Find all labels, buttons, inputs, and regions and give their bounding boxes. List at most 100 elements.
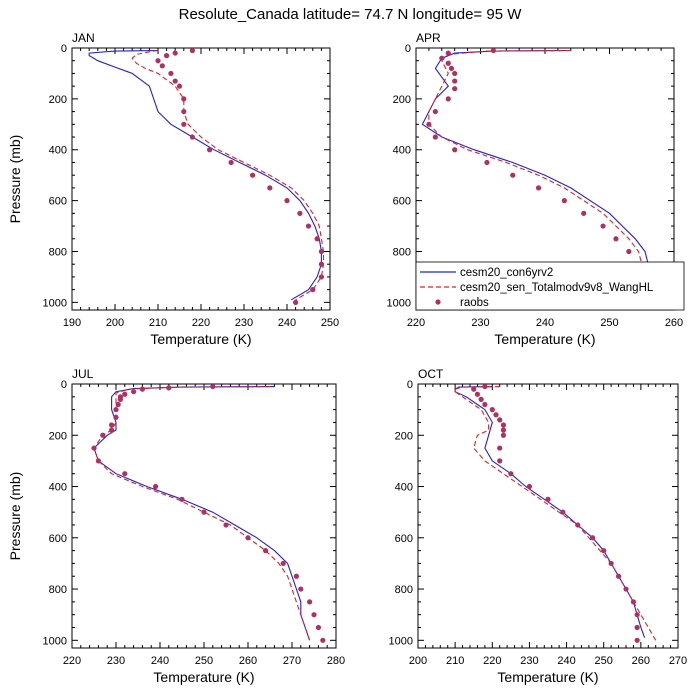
raobs-point: [432, 134, 438, 140]
y-tick-label: 800: [393, 246, 411, 258]
raobs-point: [508, 471, 514, 477]
raobs-point: [560, 509, 566, 515]
raobs-point: [122, 391, 128, 397]
y-tick-label: 200: [393, 94, 411, 106]
legend-marker: [435, 299, 441, 305]
raobs-point: [305, 223, 312, 229]
raobs-point: [526, 483, 533, 490]
raobs-point: [626, 248, 632, 255]
y-tick-label: 600: [49, 196, 67, 208]
raobs-point: [201, 509, 207, 515]
y-axis-label: Pressure (mb): [7, 135, 23, 224]
raobs-point: [100, 432, 106, 438]
raobs-point: [452, 147, 458, 153]
raobs-point: [497, 445, 503, 451]
panels-group: 190 200 210 220 230 240 250 0 200 400 600 800 1000 JA…: [7, 31, 687, 685]
raobs-point: [298, 586, 304, 592]
legend-box: [415, 261, 685, 311]
raobs-point: [176, 83, 183, 89]
raobs-point: [314, 236, 320, 242]
raobs-point: [490, 47, 496, 54]
raobs-point: [250, 172, 256, 178]
control-series-line: [421, 49, 649, 301]
x-tick-label: 230: [520, 655, 538, 667]
x-tick-label: 250: [595, 655, 613, 667]
x-tick-label: 230: [107, 655, 125, 667]
raobs-point: [575, 522, 581, 528]
raobs-point: [497, 417, 503, 423]
raobs-point: [634, 612, 640, 618]
raobs-point: [189, 134, 195, 140]
raobs-point: [307, 599, 313, 605]
panel-jul: 220 230 240 250 260 270 280 0 200 400 600 800 1000 JU…: [7, 367, 345, 685]
y-tick-label: 200: [49, 430, 67, 442]
raobs-point: [113, 414, 119, 420]
raobs-point: [482, 383, 488, 390]
raobs-point: [223, 522, 229, 528]
legend-label: raobs: [460, 297, 489, 309]
x-tick-label: 230: [471, 317, 489, 329]
y-tick-label: 400: [395, 482, 413, 494]
raobs-point: [207, 147, 213, 153]
y-tick-label: 0: [407, 379, 413, 391]
x-tick-label: 220: [407, 317, 425, 329]
sen-series-line: [454, 386, 657, 641]
x-axis-label: Temperature (K): [497, 669, 598, 685]
x-tick-label: 220: [63, 655, 81, 667]
x-tick-label: 220: [483, 655, 501, 667]
x-tick-label: 240: [557, 655, 575, 667]
raobs-point: [448, 65, 455, 71]
legend: cesm20_con6yrv2 cesm20_sen_Totalmodv9v8_W…: [415, 261, 685, 311]
panel-label: OCT: [418, 367, 444, 381]
raobs-point: [452, 86, 458, 92]
y-tick-label: 800: [395, 584, 413, 596]
x-tick-label: 280: [327, 655, 345, 667]
x-tick-label: 200: [409, 655, 427, 667]
raobs-point: [293, 299, 299, 305]
raobs-point: [181, 96, 187, 102]
raobs-point: [168, 70, 174, 77]
x-tick-label: 250: [600, 317, 618, 329]
raobs-point: [131, 389, 137, 395]
raobs-point: [113, 407, 119, 413]
y-tick-label: 0: [405, 43, 411, 55]
raobs-point: [478, 396, 484, 402]
raobs-point: [297, 210, 303, 216]
y-tick-label: 1000: [43, 635, 67, 647]
raobs-point: [497, 458, 503, 464]
y-tick-label: 600: [49, 533, 67, 545]
x-tick-label: 260: [665, 317, 683, 329]
raobs-point: [500, 422, 507, 428]
panel-label: APR: [416, 31, 441, 45]
panel-label: JAN: [72, 31, 95, 45]
x-tick-label: 260: [239, 655, 257, 667]
raobs-point: [445, 60, 451, 66]
raobs-point: [189, 47, 195, 54]
raobs-point: [601, 548, 607, 554]
y-tick-label: 800: [49, 246, 67, 258]
raobs-point: [267, 185, 273, 191]
raobs-point: [122, 471, 128, 477]
raobs-point: [155, 58, 161, 64]
legend-label: cesm20_con6yrv2: [460, 267, 553, 279]
y-tick-label: 1000: [387, 297, 411, 309]
raobs-point: [172, 50, 178, 56]
y-axis-label: Pressure (mb): [7, 472, 23, 561]
raobs-point: [179, 496, 185, 502]
x-tick-label: 250: [195, 655, 213, 667]
y-tick-label: 600: [395, 533, 413, 545]
x-tick-label: 240: [151, 655, 169, 667]
control-series-line: [93, 386, 311, 641]
raobs-point: [439, 55, 445, 61]
raobs-point: [172, 78, 178, 84]
raobs-point: [311, 612, 317, 618]
panel-jan: 190 200 210 220 230 240 250 0 200 400 600 800 1000 JA…: [7, 31, 339, 347]
raobs-point: [623, 586, 629, 592]
raobs-point: [181, 121, 187, 127]
raobs-point: [210, 383, 216, 390]
y-tick-label: 1000: [389, 635, 413, 647]
control-series-line: [454, 386, 646, 638]
raobs-point: [634, 637, 640, 643]
y-tick-label: 400: [49, 482, 67, 494]
